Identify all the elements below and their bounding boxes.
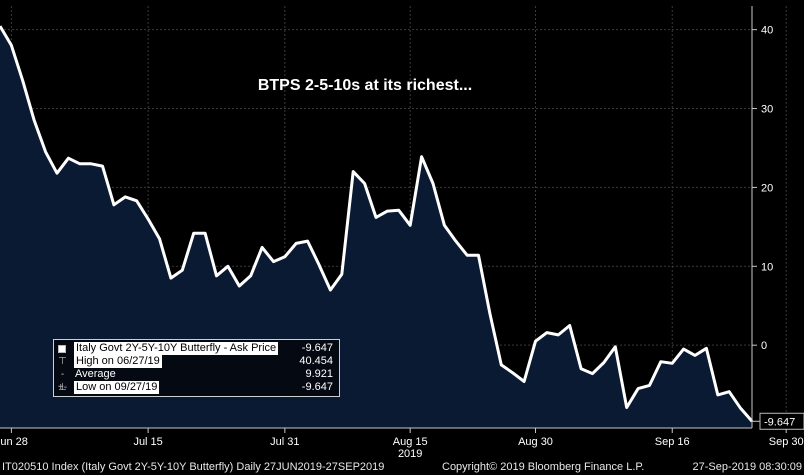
series-line xyxy=(0,25,754,423)
legend-low-value: -9.647 xyxy=(301,381,333,393)
series-line-group xyxy=(0,25,754,423)
x-year-label: 2019 xyxy=(398,448,422,460)
x-tick-label: Jul 15 xyxy=(133,436,162,448)
y-tick-label: 30 xyxy=(761,104,773,116)
legend-high-value: 40.454 xyxy=(299,355,333,367)
last-value-label: -9.647 xyxy=(764,416,795,428)
y-tick-label: 20 xyxy=(761,182,773,194)
x-tick-label: Jul 31 xyxy=(270,436,299,448)
legend-series-label: Italy Govt 2Y-5Y-10Y Butterfly - Ask Pri… xyxy=(74,342,279,355)
x-tick-label: Aug 30 xyxy=(518,436,553,448)
x-tick-label: Sep 16 xyxy=(655,436,690,448)
footer-timestamp: 27-Sep-2019 08:30:09 xyxy=(692,461,802,473)
high-marker-icon: ⊤ xyxy=(58,356,67,367)
legend-box: Italy Govt 2Y-5Y-10Y Butterfly - Ask Pri… xyxy=(53,339,340,397)
legend-row-high: ⊤ High on 06/27/19 40.454 xyxy=(54,355,333,368)
series-area-fill xyxy=(0,26,752,428)
footer-copyright: Copyright© 2019 Bloomberg Finance L.P. xyxy=(442,461,645,473)
legend-average-label: Average xyxy=(75,368,116,380)
legend-row-series: Italy Govt 2Y-5Y-10Y Butterfly - Ask Pri… xyxy=(54,342,333,355)
x-tick-label: Jun 28 xyxy=(0,436,28,448)
legend-series-value: -9.647 xyxy=(301,342,333,354)
y-tick-label: 40 xyxy=(761,25,773,37)
legend-series-swatch xyxy=(58,345,66,353)
area-fill-group xyxy=(0,26,752,428)
footer-index-description: IT020510 Index (Italy Govt 2Y-5Y-10Y But… xyxy=(2,461,385,473)
chart-footer: IT020510 Index (Italy Govt 2Y-5Y-10Y But… xyxy=(0,459,804,475)
legend-row-low: ⊥ Low on 09/27/19 -9.647 xyxy=(54,381,333,394)
average-marker-icon: -+- xyxy=(57,369,68,393)
legend-average-value: 9.921 xyxy=(305,368,333,380)
x-tick-label: Sep 30 xyxy=(769,436,804,448)
legend-high-label: High on 06/27/19 xyxy=(74,355,162,368)
legend-low-label: Low on 09/27/19 xyxy=(74,381,160,394)
chart-annotation: BTPS 2-5-10s at its richest... xyxy=(258,77,472,94)
low-marker-icon: ⊥ xyxy=(58,382,67,393)
legend-row-average: -+- Average 9.921 xyxy=(54,368,333,393)
y-tick-label: 10 xyxy=(761,261,773,273)
axes: 40 30 20 10 0 Jun 28 Jul 15 Jul 31 Aug 15 Aug 30 S… xyxy=(0,6,804,460)
last-value-box xyxy=(759,412,804,430)
y-tick-label: 0 xyxy=(761,340,767,352)
x-tick-label: Aug 15 xyxy=(393,436,428,448)
